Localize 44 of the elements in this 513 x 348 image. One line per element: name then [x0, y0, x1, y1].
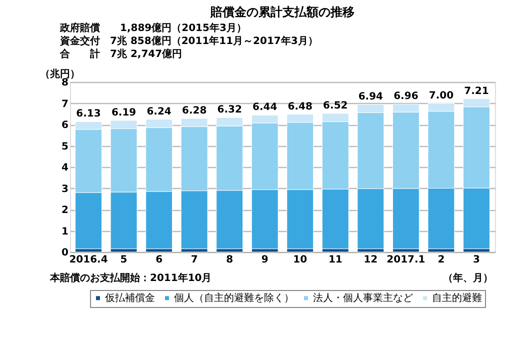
- x-axis-title: （年、月）: [443, 272, 493, 284]
- x-tick-label: 8: [226, 254, 234, 266]
- total-label: 6.44: [252, 102, 278, 114]
- x-tick-label: 7: [190, 254, 198, 266]
- x-tick-label: 10: [293, 254, 308, 266]
- x-tick-label: 12: [364, 254, 378, 266]
- chart-title: 賠償金の累計支払額の推移: [210, 5, 354, 19]
- y-axis-title: （兆円）: [40, 68, 80, 80]
- total-label: 6.52: [323, 100, 348, 112]
- y-tick-label: 5: [62, 141, 69, 152]
- y-tick-label: 0: [62, 248, 69, 258]
- legend-label: 仮払補償金: [105, 292, 155, 304]
- y-tick-label: 7: [62, 98, 69, 110]
- total-label: 6.13: [76, 108, 101, 120]
- y-tick-label: 1: [62, 226, 69, 238]
- y-tick-label: 3: [62, 184, 69, 195]
- x-tick-label: 2016.4: [69, 254, 108, 266]
- y-tick-label: 2: [62, 205, 69, 216]
- y-tick-label: 8: [62, 78, 69, 88]
- x-tick-label: 2: [438, 254, 445, 266]
- total-label: 6.24: [146, 106, 172, 118]
- total-label: 6.32: [217, 104, 242, 116]
- total-label: 7.00: [428, 90, 454, 102]
- legend-label: 個人（自主的避難を除く）: [174, 292, 294, 304]
- text: 本賠償のお支払開始：2011年10月: [49, 272, 212, 284]
- x-tick-label: 3: [473, 254, 480, 266]
- y-tick-label: 4: [62, 162, 69, 174]
- legend-label: 法人・個人事業主など: [313, 292, 413, 304]
- x-tick-label: 6: [156, 254, 163, 266]
- total-label: 6.96: [394, 91, 418, 102]
- text: 合 計 7兆 2,747億円: [59, 48, 182, 60]
- x-tick-label: 5: [120, 254, 128, 266]
- total-label: 6.94: [358, 92, 384, 103]
- total-label: 7.21: [464, 86, 489, 97]
- y-tick-label: 6: [62, 120, 69, 131]
- text: 資金交付 7兆 858億円（2011年11月～2017年3月）: [59, 35, 318, 47]
- total-label: 6.28: [182, 106, 207, 117]
- legend-label: 自主的避難: [432, 292, 482, 304]
- x-tick-label: 9: [261, 254, 268, 266]
- text: 政府賠償 1,889億円（2015年3月）: [59, 22, 246, 34]
- total-label: 6.48: [288, 101, 313, 112]
- x-tick-label: 2017.1: [386, 254, 426, 266]
- total-label: 6.19: [111, 107, 136, 118]
- x-tick-label: 11: [328, 254, 342, 266]
